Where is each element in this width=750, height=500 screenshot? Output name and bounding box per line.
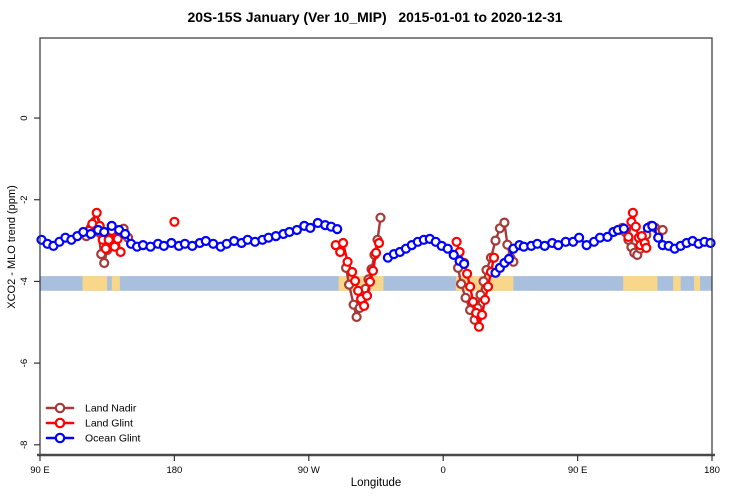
data-point	[373, 237, 385, 249]
y-tick-label: -8	[19, 441, 30, 449]
data-point	[305, 222, 316, 233]
data-point	[103, 234, 114, 245]
x-tick-label: 180	[704, 465, 720, 476]
data-point	[364, 276, 376, 287]
data-point	[473, 321, 485, 332]
data-point	[342, 256, 353, 267]
series-land-glint	[84, 207, 652, 332]
data-point	[456, 278, 467, 289]
data-point	[641, 242, 652, 253]
land-strip-segment	[623, 276, 658, 291]
series-ocean-glint	[36, 217, 716, 278]
x-axis-title: Longitude	[350, 477, 402, 489]
chart-title: 20S-15S January (Ver 10_MIP) 2015-01-01 …	[187, 9, 563, 25]
data-point	[370, 247, 382, 258]
data-point	[623, 231, 634, 242]
data-point	[462, 268, 473, 279]
legend-item-label: Land Nadir	[85, 403, 137, 415]
x-tick-label: 90 E	[30, 465, 50, 476]
data-point	[353, 285, 364, 296]
data-point	[647, 220, 658, 231]
data-point	[375, 212, 386, 223]
land-strip-segment	[673, 276, 681, 291]
data-point	[618, 223, 630, 234]
land-strip-segment	[694, 276, 701, 291]
land-strip-segment	[111, 276, 120, 291]
y-tick-label: -4	[19, 277, 30, 285]
data-point	[479, 294, 491, 305]
series-line	[456, 221, 515, 321]
data-point	[361, 290, 373, 301]
data-point	[503, 253, 514, 265]
data-point	[332, 224, 343, 235]
surface-strip	[40, 276, 712, 291]
data-point	[106, 220, 117, 231]
data-point	[99, 226, 110, 238]
data-point	[338, 237, 349, 249]
legend-marker	[54, 417, 66, 429]
data-point	[630, 221, 641, 232]
data-point	[359, 300, 370, 311]
data-point	[488, 252, 500, 263]
x-axis: 90 E 180 90 W 0 90 E 180	[30, 455, 720, 476]
x-tick-label: 90 E	[568, 465, 588, 476]
data-point	[169, 216, 180, 227]
data-point	[442, 243, 453, 254]
data-point	[460, 292, 471, 303]
x-tick-label: 180	[166, 465, 182, 476]
data-point	[705, 237, 716, 249]
legend-item-label: Ocean Glint	[85, 433, 141, 445]
y-tick-label: 0	[19, 115, 30, 120]
data-point	[91, 207, 102, 218]
data-point	[653, 232, 664, 243]
data-point	[451, 236, 462, 247]
land-strip-segment	[82, 276, 108, 291]
x-tick-label: 90 W	[298, 465, 320, 476]
x-tick-label: 0	[441, 465, 446, 476]
data-point	[459, 258, 470, 269]
data-point	[573, 232, 585, 243]
legend: Land Nadir Land Glint Ocean Glint	[45, 402, 141, 445]
data-point	[115, 246, 126, 258]
legend-marker	[54, 402, 66, 414]
data-point	[499, 217, 510, 228]
data-point	[350, 275, 361, 287]
y-tick-label: -2	[19, 195, 30, 203]
data-point	[119, 228, 131, 240]
legend-item-label: Land Glint	[85, 418, 133, 430]
data-point	[367, 265, 379, 276]
legend-marker	[54, 432, 66, 444]
y-axis: 0 -2 -4 -6 -8	[19, 115, 40, 449]
data-point	[465, 281, 476, 292]
data-point	[85, 228, 96, 240]
data-point	[347, 266, 358, 278]
data-point	[482, 281, 494, 292]
data-point	[99, 257, 110, 269]
data-point	[490, 235, 501, 246]
data-point	[351, 311, 362, 323]
data-point	[100, 243, 111, 254]
data-point	[476, 309, 488, 320]
data-point	[657, 224, 668, 236]
data-point	[627, 207, 639, 218]
y-tick-label: -6	[19, 359, 30, 367]
data-point	[448, 249, 459, 260]
data-point	[335, 246, 346, 258]
data-point	[291, 224, 302, 236]
data-point	[468, 296, 479, 307]
